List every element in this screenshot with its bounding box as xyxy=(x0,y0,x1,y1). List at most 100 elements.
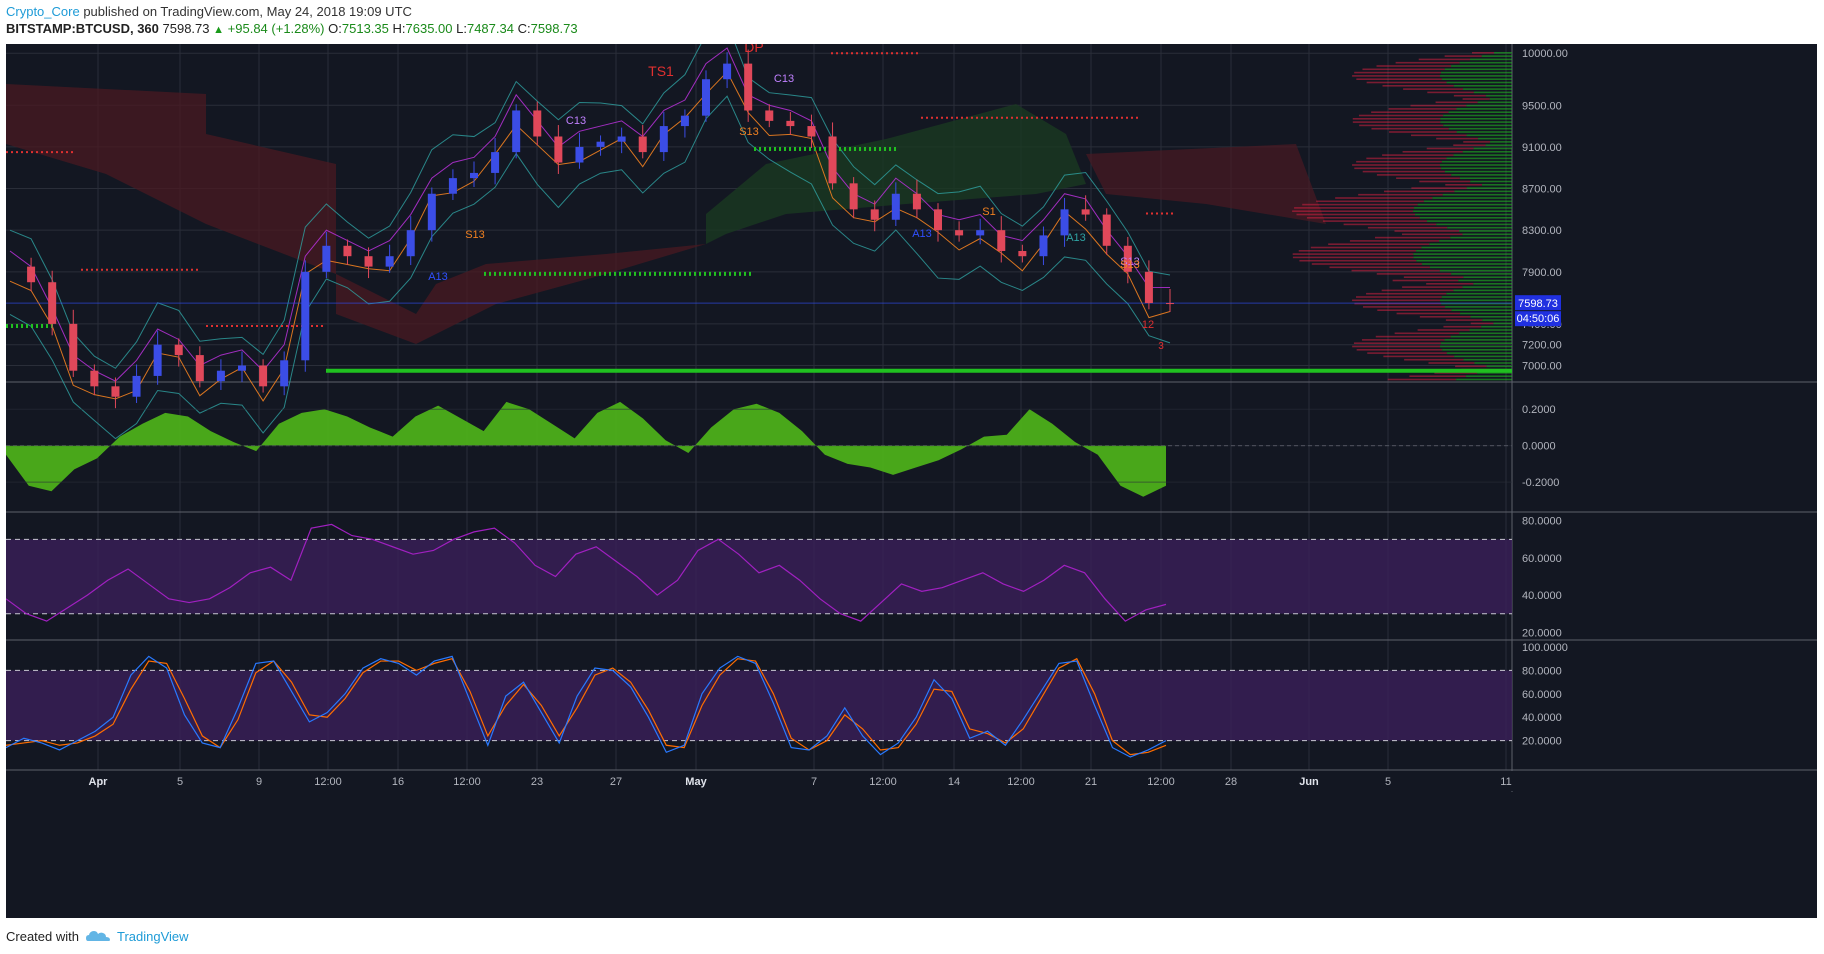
volume-profile-bar xyxy=(1394,230,1460,232)
candle-body xyxy=(1144,271,1153,304)
volume-profile-bar xyxy=(1356,349,1443,351)
tradingview-brand[interactable]: TradingView xyxy=(117,929,189,944)
stoch-tick-label: 40.0000 xyxy=(1522,712,1562,724)
bollinger-upper-line xyxy=(9,44,1171,369)
volume-profile-bar xyxy=(1481,325,1512,328)
chart-annotation-label: S13 xyxy=(1120,256,1140,268)
last-price: 7598.73 xyxy=(162,21,210,36)
volume-profile-bar xyxy=(1442,349,1512,351)
volume-profile-bar xyxy=(1366,157,1447,160)
volume-profile-bar xyxy=(1453,289,1512,292)
volume-profile-bar xyxy=(1443,325,1482,328)
volume-profile-bar xyxy=(1292,210,1414,212)
volume-profile-bar xyxy=(1375,335,1451,338)
candle-body xyxy=(238,365,246,371)
close-value: 7598.73 xyxy=(530,21,578,36)
volume-profile-bar xyxy=(1413,253,1512,255)
stoch-k-line xyxy=(6,655,1167,758)
volume-profile-bar xyxy=(1423,200,1512,203)
candle-body xyxy=(301,271,310,361)
rsi-tick-label: 20.0000 xyxy=(1522,627,1562,639)
volume-profile-bar xyxy=(1382,154,1454,156)
chart-annotation-label: S13 xyxy=(465,229,485,241)
volume-profile-bar xyxy=(1306,217,1420,219)
candle-body xyxy=(765,110,774,121)
chart-annotation-label: C13 xyxy=(566,115,586,127)
chart-annotation-label: S1 xyxy=(982,206,995,218)
price-tick-label: 8700.00 xyxy=(1522,184,1562,196)
volume-profile-bar xyxy=(1444,306,1512,308)
volume-profile-bar xyxy=(1296,213,1416,216)
candle-body xyxy=(955,230,964,236)
volume-profile-bar xyxy=(1485,94,1512,97)
volume-profile-bar xyxy=(1329,266,1430,269)
volume-profile-bar xyxy=(1396,312,1461,315)
candle-body xyxy=(153,344,162,376)
volume-profile-bar xyxy=(1396,177,1460,179)
volume-profile-bar xyxy=(1456,131,1512,133)
volume-profile-bar xyxy=(1440,164,1512,166)
volume-profile-bar xyxy=(1294,207,1414,209)
candle-body xyxy=(111,386,120,397)
volume-profile-bar xyxy=(1489,98,1512,100)
current-price-label: 7598.73 xyxy=(1518,298,1558,310)
volume-profile-bar xyxy=(1302,203,1418,206)
time-axis-label: 5 xyxy=(1385,776,1391,788)
chart-annotation-label: S13 xyxy=(739,126,759,138)
candle-body xyxy=(1018,250,1027,257)
volume-profile-bar xyxy=(1462,286,1512,288)
volume-profile-bar xyxy=(1460,312,1512,315)
chart-area[interactable]: 10000.00 9500.00 9100.00 8700.00 8300.00 7900… xyxy=(6,44,1817,918)
volume-profile-bar xyxy=(1402,151,1463,153)
volume-profile-bar xyxy=(1472,52,1494,54)
volume-profile-bar xyxy=(1381,289,1454,292)
candle-body xyxy=(406,230,415,257)
volume-profile-bar xyxy=(1450,236,1512,239)
volume-profile-bar xyxy=(1403,88,1463,90)
volume-profile-bar xyxy=(1311,263,1422,265)
volume-profile-bar xyxy=(1428,362,1475,364)
macd-tick-label: 0.0000 xyxy=(1522,441,1556,453)
stoch-d-line xyxy=(6,657,1167,756)
volume-profile-bar xyxy=(1354,167,1442,170)
volume-profile-bar xyxy=(1299,259,1417,262)
volume-profile-bar xyxy=(1371,111,1449,113)
candle-body xyxy=(132,375,141,397)
chart-svg[interactable]: 10000.00 9500.00 9100.00 8700.00 8300.00 7900… xyxy=(6,44,1817,918)
volume-profile-bar xyxy=(1401,233,1463,236)
open-label: O: xyxy=(328,21,342,36)
volume-profile-bar xyxy=(1328,243,1430,245)
chart-annotation-label: DP xyxy=(744,44,763,55)
candle-body xyxy=(976,230,985,236)
volume-profile-bar xyxy=(1474,362,1512,364)
volume-profile-bar xyxy=(1335,197,1433,199)
volume-profile-bar xyxy=(1419,217,1512,219)
volume-profile-bar xyxy=(1421,263,1512,265)
volume-profile-bar xyxy=(1439,269,1512,272)
candle-body xyxy=(364,256,373,267)
volume-profile-bar xyxy=(1417,203,1512,206)
volume-profile-bar xyxy=(1443,124,1512,127)
cloud-bear-region xyxy=(1086,144,1326,224)
volume-profile-bar xyxy=(1486,365,1512,368)
rsi-line xyxy=(6,523,1167,622)
volume-profile-bar xyxy=(1403,276,1464,278)
candle-body xyxy=(891,193,900,220)
footer: Created with TradingView xyxy=(0,918,1824,954)
volume-profile-bar xyxy=(1448,127,1512,130)
volume-profile-bar xyxy=(1448,111,1512,113)
volume-profile-bar xyxy=(1453,144,1486,146)
volume-profile-bar xyxy=(1356,78,1442,80)
volume-profile-bar xyxy=(1462,151,1512,153)
time-axis-label: 12:00 xyxy=(1007,776,1035,788)
candle-body xyxy=(912,193,921,210)
time-axis-label: 28 xyxy=(1225,776,1237,788)
volume-profile-bar xyxy=(1440,118,1512,120)
volume-profile-bar xyxy=(1404,358,1464,361)
volume-profile-bar xyxy=(1443,114,1512,117)
time-axis-label: Jun xyxy=(1299,776,1319,788)
volume-profile-bar xyxy=(1426,147,1474,150)
author-link[interactable]: Crypto_Core xyxy=(6,4,80,19)
volume-profile-bar xyxy=(1456,378,1512,381)
volume-profile-bar xyxy=(1352,345,1441,348)
